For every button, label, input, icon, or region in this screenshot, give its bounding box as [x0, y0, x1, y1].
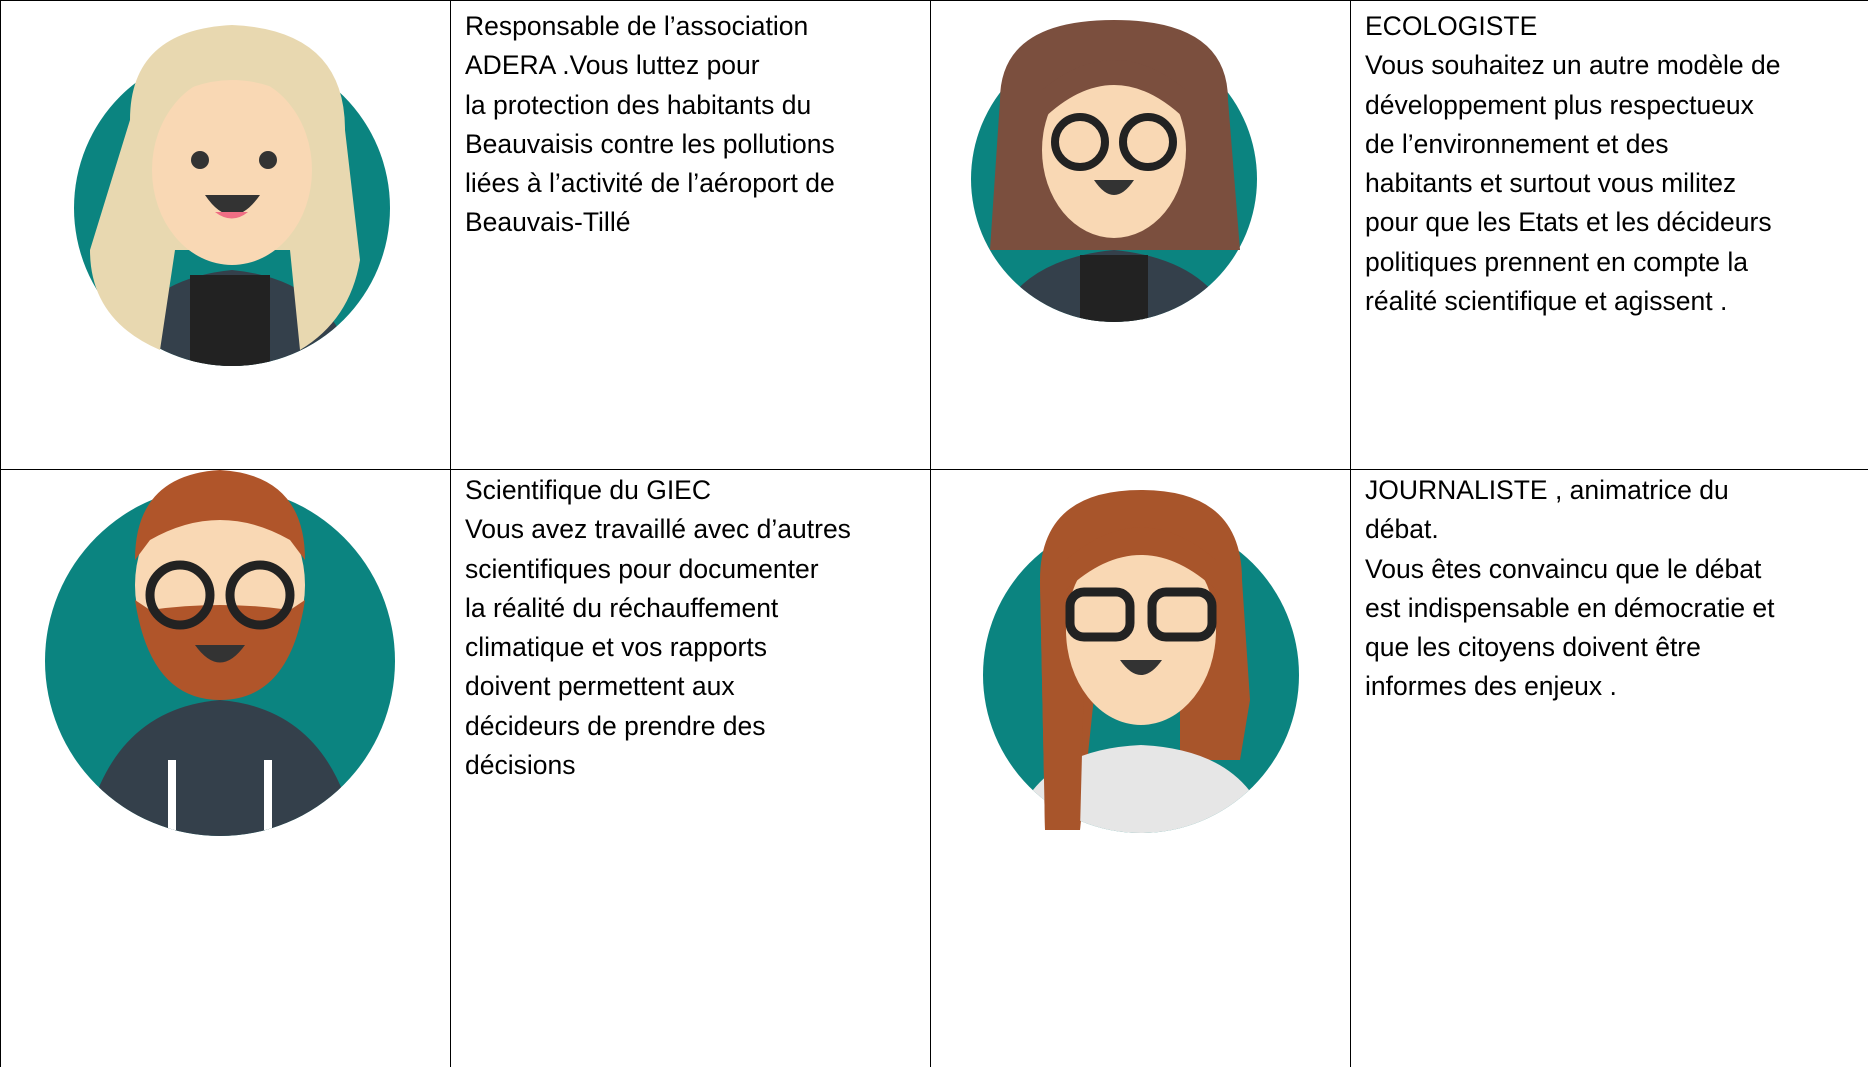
text-line: de l’environnement et des	[1365, 128, 1669, 159]
avatar	[971, 20, 1257, 322]
text-line: scientifiques pour documenter	[465, 553, 819, 584]
text-line: doivent permettent aux	[465, 671, 735, 702]
text-line: développement plus respectueux	[1365, 89, 1754, 120]
text-line: Vous souhaitez un autre modèle de	[1365, 50, 1781, 81]
text-line: Beauvaisis contre les pollutions	[465, 128, 835, 159]
table-cell	[1350, 0, 1868, 469]
role-description: Scientifique du GIEC Vous avez travaillé …	[465, 471, 851, 785]
role-description: Responsable de l’association ADERA .Vous …	[465, 7, 835, 243]
role-description: ECOLOGISTE Vous souhaitez un autre modèle…	[1365, 7, 1780, 321]
table-cell	[930, 469, 1350, 1067]
text-line: Beauvais-Tillé	[465, 207, 631, 238]
table-cell	[450, 0, 930, 469]
text-line: débat.	[1365, 514, 1439, 545]
text-line: JOURNALISTE , animatrice du	[1365, 475, 1729, 505]
text-line: pour que les Etats et les décideurs	[1365, 207, 1772, 238]
text-line: liées à l’activité de l’aéroport de	[465, 168, 835, 199]
text-line: climatique et vos rapports	[465, 632, 767, 663]
role-description: JOURNALISTE , animatrice du débat. Vous êt…	[1365, 471, 1775, 707]
text-line: habitants et surtout vous militez	[1365, 168, 1737, 199]
text-line: que les citoyens doivent être	[1365, 632, 1701, 663]
text-line: est indispensable en démocratie et	[1365, 592, 1775, 623]
text-line: décisions	[465, 750, 576, 781]
text-line: ECOLOGISTE	[1365, 11, 1538, 41]
text-line: Scientifique du GIEC	[465, 475, 711, 505]
table-cell	[0, 469, 450, 1067]
text-line: Vous êtes convaincu que le débat	[1365, 553, 1762, 584]
table-cell	[0, 0, 450, 469]
text-line: ADERA .Vous luttez pour	[465, 50, 760, 81]
text-line: la réalité du réchauffement	[465, 592, 779, 623]
text-line: la protection des habitants du	[465, 89, 812, 120]
table-cell	[1350, 469, 1868, 1067]
avatar	[74, 25, 390, 366]
avatar	[45, 470, 395, 836]
text-line: Responsable de l’association	[465, 11, 809, 41]
text-line: informes des enjeux .	[1365, 671, 1617, 702]
table-cell	[930, 0, 1350, 469]
table-cell	[450, 469, 930, 1067]
text-line: décideurs de prendre des	[465, 710, 766, 741]
text-line: politiques prennent en compte la	[1365, 246, 1749, 277]
avatar	[983, 490, 1299, 833]
text-line: Vous avez travaillé avec d’autres	[465, 514, 851, 545]
text-line: réalité scientifique et agissent .	[1365, 286, 1728, 317]
